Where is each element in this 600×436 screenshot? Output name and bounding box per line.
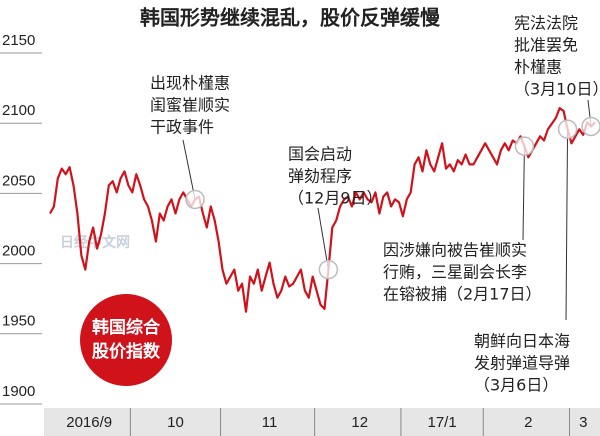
y-tick-label: 2150 [2,32,35,49]
highlight-circle [318,259,339,280]
annotation-text: 在镕被捕（2月17日） [383,285,542,304]
kospi-line [49,107,596,313]
annotation-text: 干政事件 [150,118,214,137]
annotation-text: 出现朴槿惠 [150,74,230,93]
annotation-text: 朴槿惠 [514,58,562,77]
annotation-text: 国会启动 [288,145,352,164]
leader-line [182,139,196,200]
highlight-circle [185,189,205,210]
annotation-text: （12月9日） [288,189,383,208]
highlight-circle [514,136,535,156]
y-tick-label: 2000 [2,243,35,260]
x-axis-band [44,408,600,436]
annotation-text: 发射弹道导弹 [474,354,570,373]
annotation-text: 批准罢免 [514,36,578,55]
leader-line [565,129,569,321]
leader-line [317,207,329,270]
highlight-circle [557,119,578,140]
leader-line [522,146,525,241]
annotation-text: 弹劾程序 [288,167,352,186]
badge-text: 股价指数 [92,341,161,362]
annotation-text: （3月6日） [474,376,558,395]
x-tick-label: 10 [167,414,184,431]
x-tick-label: 2 [524,414,532,431]
x-tick-label: 12 [351,414,368,431]
y-tick-label: 2050 [2,172,35,189]
badge-circle [80,294,172,386]
badge-text: 韩国综合 [92,317,161,338]
annotation-text: 因涉嫌向被告崔顺实 [383,241,527,260]
annotation-text: 宪法法院 [514,14,578,33]
y-tick-label: 1950 [2,313,35,330]
annotation-text: 行贿，三星副会长李 [383,263,527,282]
x-tick-label: 3 [579,414,587,431]
annotation-text: （3月10日） [514,80,600,99]
x-tick-label: 11 [262,414,278,431]
annotation-text: 朝鲜向日本海 [474,332,570,351]
chart-title: 韩国形势继续混乱，股价反弹缓慢 [140,6,441,30]
y-tick-label: 2100 [2,102,35,119]
y-tick-label: 1900 [2,383,35,400]
highlight-circle [581,116,600,137]
x-tick-label: 17/1 [427,414,456,431]
annotation-text: 闺蜜崔顺实 [150,96,230,115]
x-tick-label: 2016/9 [66,414,112,431]
